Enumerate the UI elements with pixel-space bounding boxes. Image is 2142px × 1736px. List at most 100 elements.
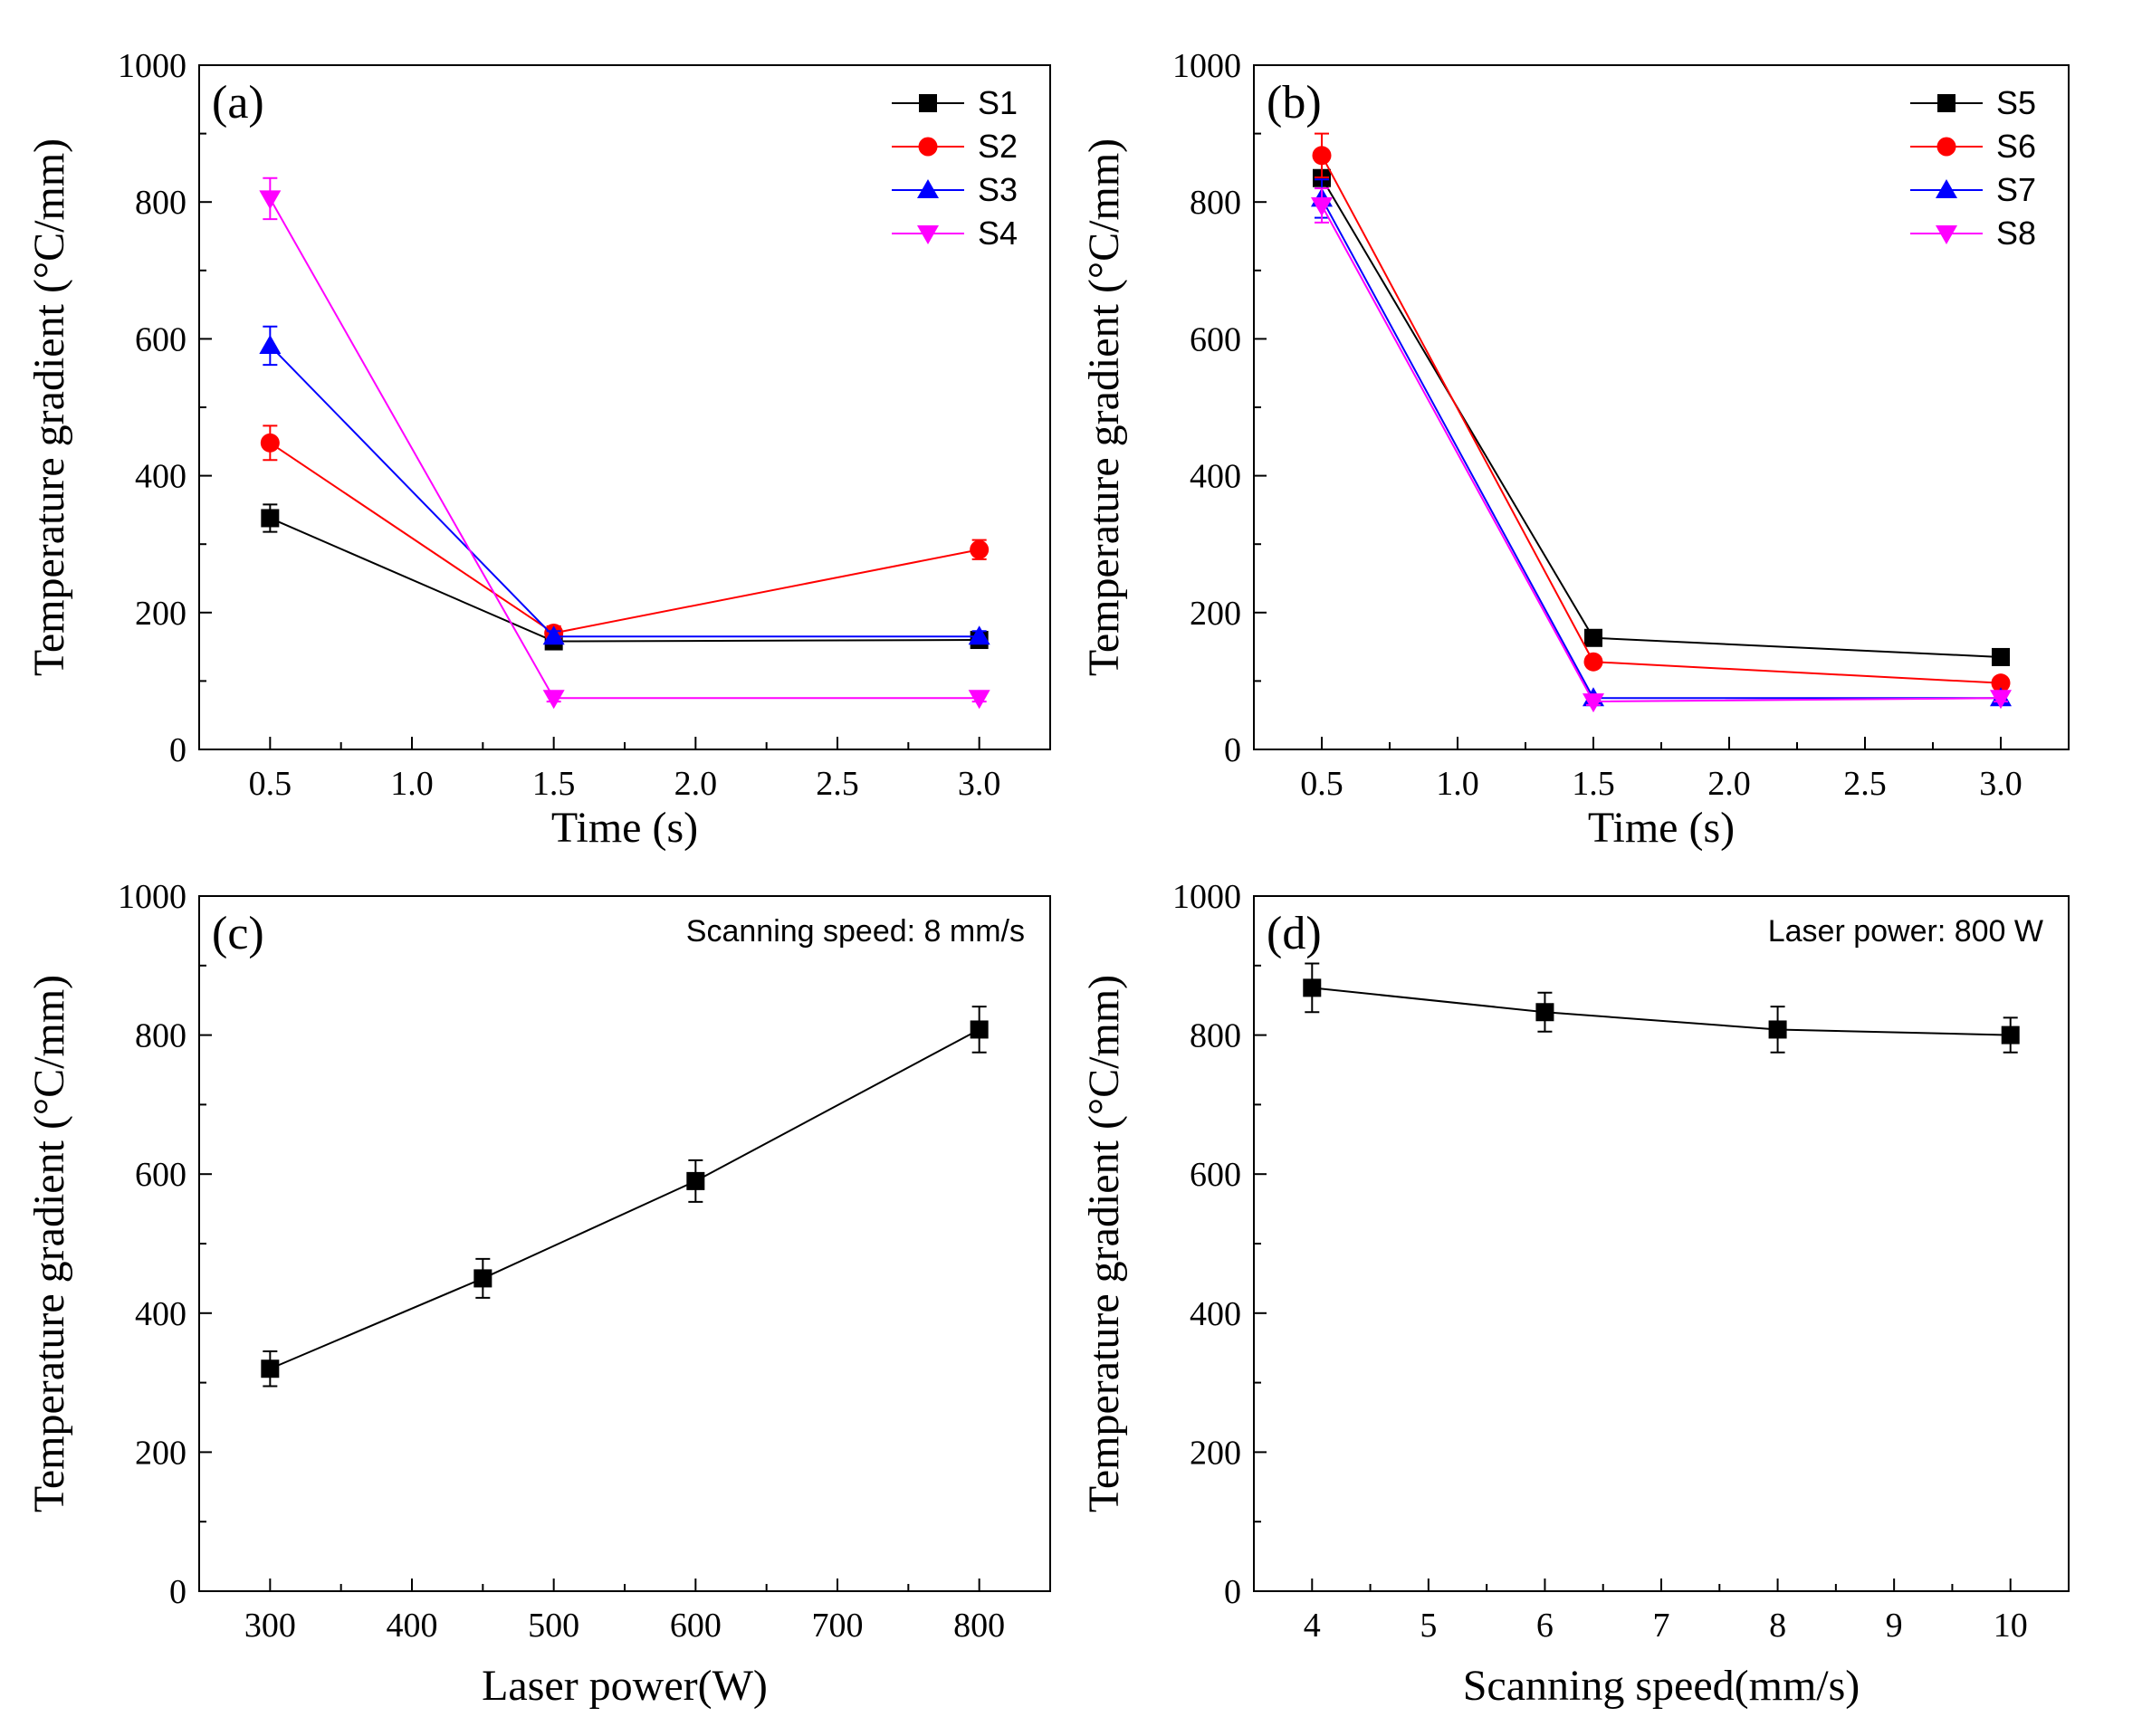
- x-tick-label: 400: [387, 1607, 438, 1645]
- data-point: [259, 334, 282, 354]
- x-tick-label: 600: [670, 1607, 722, 1645]
- x-tick-label: 3.0: [958, 765, 1001, 803]
- series-line: [269, 345, 980, 638]
- series-line: [269, 197, 980, 700]
- legend-marker: [1936, 137, 1956, 157]
- series-S5: [1313, 157, 2010, 666]
- legend-marker: [917, 225, 939, 244]
- y-tick-label: 800: [1190, 184, 1241, 222]
- panel-annotation: Laser power: 800 W: [1768, 914, 2043, 949]
- y-axis-title: Temperature gradient (°C/mm): [25, 975, 73, 1512]
- y-tick-label: 0: [169, 1573, 186, 1611]
- data-point: [542, 690, 565, 710]
- y-tick-label: 1000: [118, 878, 186, 916]
- data-point: [260, 433, 280, 453]
- legend-marker: [917, 179, 939, 198]
- series-line: [269, 517, 980, 643]
- chart-panel-1: 0 200 400 600 800 1000 0.5 1.0 1.5 2.0 2.5 3.0 Time …: [1080, 47, 2070, 852]
- x-tick-label: 4: [1304, 1607, 1321, 1645]
- legend-label: S7: [1996, 171, 2036, 208]
- y-tick-label: 800: [135, 1017, 186, 1055]
- data-point: [542, 625, 565, 645]
- x-tick-label: 2.5: [816, 765, 859, 803]
- data-point: [970, 539, 990, 559]
- plot-frame: [198, 64, 1051, 750]
- legend-label: S2: [978, 128, 1018, 165]
- data-point: [686, 1171, 705, 1190]
- x-tick-label: 5: [1420, 1607, 1437, 1645]
- y-tick-label: 200: [1190, 595, 1241, 633]
- legend-label: S4: [978, 215, 1018, 252]
- series-line: [269, 1028, 980, 1370]
- series-S1: [261, 503, 989, 651]
- series-S4: [259, 176, 990, 710]
- y-axis-title: Temperature gradient (°C/mm): [25, 138, 73, 676]
- y-tick-label: 600: [1190, 320, 1241, 358]
- panel-label: (a): [212, 77, 264, 129]
- chart-panel-0: 0 200 400 600 800 1000 0.5 1.0 1.5 2.0 2.5 3.0 Time …: [25, 47, 1051, 852]
- legend-label: S6: [1996, 128, 2036, 165]
- series-S2: [260, 424, 990, 643]
- y-tick-label: 0: [1224, 731, 1241, 769]
- data-point: [968, 690, 990, 710]
- x-tick-label: 3.0: [1979, 765, 2022, 803]
- series-line: [1321, 177, 2002, 658]
- y-tick-label: 0: [169, 731, 186, 769]
- panel-annotation: Scanning speed: 8 mm/s: [686, 914, 1025, 949]
- y-axis-title: Temperature gradient (°C/mm): [1080, 975, 1128, 1512]
- plot-frame: [1253, 64, 2070, 750]
- legend-label: S3: [978, 171, 1018, 208]
- y-tick-label: 1000: [1172, 878, 1241, 916]
- series-series-0: [261, 1006, 989, 1388]
- data-point: [1303, 978, 1322, 997]
- data-point: [259, 190, 282, 210]
- x-axis-title: Laser power(W): [482, 1662, 768, 1710]
- panel-label: (c): [212, 908, 264, 959]
- x-tick-label: 500: [528, 1607, 579, 1645]
- series-line: [1321, 197, 2001, 700]
- data-point: [1583, 693, 1604, 713]
- data-point: [1311, 196, 1333, 216]
- x-tick-label: 2.0: [1707, 765, 1751, 803]
- series-S6: [1312, 132, 2011, 693]
- y-tick-label: 200: [135, 1434, 186, 1472]
- y-tick-label: 0: [1224, 1573, 1241, 1611]
- y-tick-label: 800: [1190, 1017, 1241, 1055]
- y-tick-label: 400: [135, 1295, 186, 1333]
- y-tick-label: 600: [135, 1156, 186, 1194]
- x-tick-label: 2.0: [674, 765, 718, 803]
- data-point: [1992, 647, 2010, 666]
- legend-marker: [918, 137, 938, 157]
- x-axis-title: Time (s): [1588, 804, 1735, 852]
- data-point: [1768, 1020, 1787, 1039]
- legend-label: S5: [1996, 84, 2036, 121]
- series-line: [1321, 205, 2002, 703]
- legend-marker: [1936, 179, 1957, 198]
- data-point: [968, 625, 990, 645]
- plot-frame: [1253, 895, 2070, 1592]
- chart-panel-3: 0 200 400 600 800 1000 4 5 6 7 8 9 10 Scanning speed(…: [1080, 878, 2070, 1710]
- series-line: [269, 442, 980, 634]
- y-tick-label: 600: [135, 320, 186, 358]
- legend: S1 S2 S3 S4: [892, 84, 1018, 252]
- x-tick-label: 1.5: [532, 765, 576, 803]
- y-tick-label: 1000: [118, 47, 186, 85]
- data-point: [261, 509, 280, 528]
- legend-marker: [919, 94, 937, 112]
- x-tick-label: 7: [1653, 1607, 1670, 1645]
- x-tick-label: 9: [1886, 1607, 1903, 1645]
- x-tick-label: 8: [1769, 1607, 1786, 1645]
- data-point: [1990, 690, 2012, 710]
- x-tick-label: 1.0: [390, 765, 434, 803]
- y-tick-label: 600: [1190, 1156, 1241, 1194]
- legend-marker: [1936, 225, 1957, 244]
- x-tick-label: 1.0: [1436, 765, 1479, 803]
- y-tick-label: 400: [1190, 458, 1241, 496]
- series-line: [1312, 987, 2011, 1036]
- series-S7: [1311, 178, 2012, 707]
- data-point: [2001, 1025, 2020, 1044]
- y-tick-label: 400: [1190, 1295, 1241, 1333]
- x-tick-label: 0.5: [1300, 765, 1344, 803]
- x-tick-label: 800: [953, 1607, 1005, 1645]
